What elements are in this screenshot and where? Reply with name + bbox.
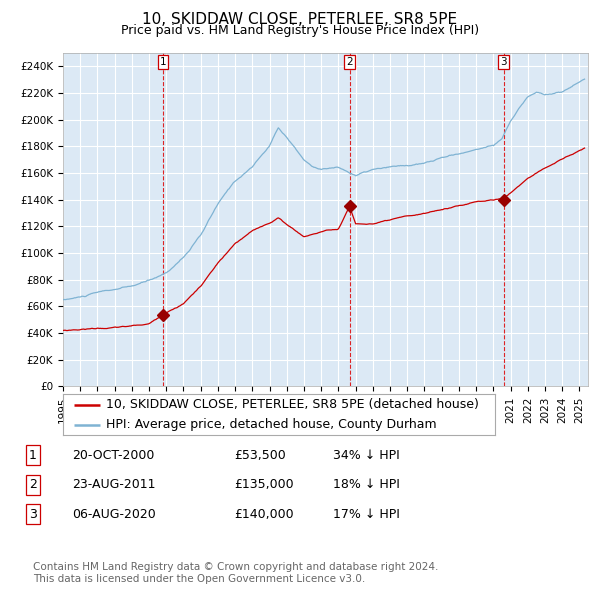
Text: Price paid vs. HM Land Registry's House Price Index (HPI): Price paid vs. HM Land Registry's House … [121, 24, 479, 37]
Text: 10, SKIDDAW CLOSE, PETERLEE, SR8 5PE (detached house): 10, SKIDDAW CLOSE, PETERLEE, SR8 5PE (de… [106, 398, 479, 411]
Text: Contains HM Land Registry data © Crown copyright and database right 2024.
This d: Contains HM Land Registry data © Crown c… [33, 562, 439, 584]
Text: 20-OCT-2000: 20-OCT-2000 [72, 449, 154, 462]
Text: 3: 3 [500, 57, 507, 67]
Text: 10, SKIDDAW CLOSE, PETERLEE, SR8 5PE: 10, SKIDDAW CLOSE, PETERLEE, SR8 5PE [142, 12, 458, 27]
Text: 1: 1 [29, 449, 37, 462]
Text: 2: 2 [29, 478, 37, 491]
Text: 23-AUG-2011: 23-AUG-2011 [72, 478, 155, 491]
Text: 3: 3 [29, 508, 37, 521]
Text: 2: 2 [346, 57, 353, 67]
Text: £53,500: £53,500 [234, 449, 286, 462]
Text: 18% ↓ HPI: 18% ↓ HPI [333, 478, 400, 491]
Text: 06-AUG-2020: 06-AUG-2020 [72, 508, 156, 521]
Text: 1: 1 [160, 57, 166, 67]
Text: 17% ↓ HPI: 17% ↓ HPI [333, 508, 400, 521]
Text: HPI: Average price, detached house, County Durham: HPI: Average price, detached house, Coun… [106, 418, 437, 431]
Text: £135,000: £135,000 [234, 478, 293, 491]
Text: £140,000: £140,000 [234, 508, 293, 521]
Text: 34% ↓ HPI: 34% ↓ HPI [333, 449, 400, 462]
